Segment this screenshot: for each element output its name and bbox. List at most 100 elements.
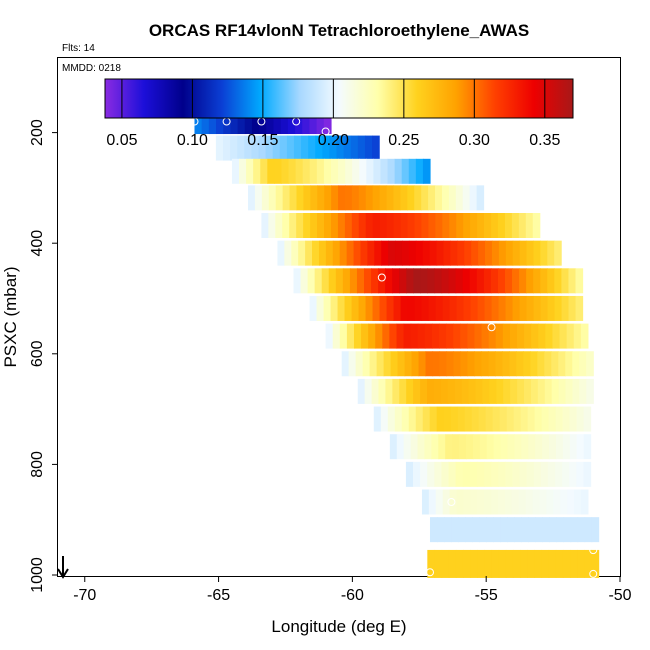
heatmap-cell bbox=[293, 135, 302, 161]
heatmap-cell bbox=[351, 213, 360, 239]
heatmap-cell bbox=[521, 434, 529, 460]
heatmap-cell bbox=[439, 323, 447, 349]
heatmap-cell bbox=[498, 549, 507, 578]
heatmap-cell bbox=[562, 434, 571, 460]
heatmap-cell bbox=[483, 268, 492, 294]
heatmap-cell bbox=[387, 158, 396, 184]
heatmap-cell bbox=[413, 378, 421, 404]
heatmap-cell bbox=[400, 295, 409, 321]
heatmap-cell bbox=[260, 158, 268, 184]
heatmap-cell bbox=[365, 213, 374, 239]
heatmap-cell bbox=[524, 323, 532, 349]
sample-point bbox=[487, 323, 496, 332]
heatmap-cell bbox=[567, 489, 575, 515]
heatmap-cell bbox=[465, 434, 474, 460]
heatmap-cell bbox=[485, 406, 494, 432]
heatmap-cell bbox=[346, 323, 355, 349]
heatmap-cell bbox=[427, 268, 436, 294]
heatmap-cell bbox=[421, 295, 430, 321]
heatmap-cell bbox=[467, 351, 476, 377]
heatmap-cell bbox=[505, 295, 514, 321]
heatmap-cell bbox=[532, 489, 541, 515]
heatmap-cell bbox=[215, 135, 224, 161]
heatmap-cell bbox=[289, 185, 298, 211]
heatmap-cell bbox=[433, 378, 442, 404]
heatmap-cell bbox=[491, 549, 500, 578]
heatmap-cell bbox=[443, 240, 452, 266]
heatmap-cell bbox=[572, 378, 580, 404]
heatmap-cell bbox=[448, 268, 457, 294]
heatmap-cell bbox=[399, 268, 407, 294]
heatmap-cell bbox=[569, 434, 578, 460]
heatmap-cell bbox=[469, 461, 478, 487]
heatmap-cell bbox=[239, 158, 247, 184]
heatmap-cell bbox=[268, 185, 277, 211]
heatmap-cell bbox=[407, 295, 416, 321]
heatmap-cell bbox=[406, 378, 414, 404]
heatmap-cell bbox=[386, 213, 395, 239]
flights-label: Flts: 14 bbox=[62, 43, 95, 54]
heatmap-cell bbox=[547, 461, 556, 487]
heatmap-cell bbox=[559, 323, 568, 349]
heatmap-cell bbox=[364, 135, 373, 161]
heatmap-cell bbox=[324, 213, 332, 239]
heatmap-cell bbox=[208, 109, 217, 135]
heatmap-cell bbox=[372, 213, 381, 239]
heatmap-cell bbox=[448, 461, 457, 487]
heatmap-cell bbox=[510, 378, 518, 404]
heatmap-cell bbox=[427, 461, 435, 487]
heatmap-cell bbox=[378, 378, 387, 404]
heatmap-cell bbox=[453, 323, 461, 349]
heatmap-cell bbox=[434, 549, 443, 578]
heatmap-cell bbox=[533, 240, 541, 266]
heatmap-cell bbox=[511, 213, 520, 239]
heatmap-cell bbox=[455, 268, 464, 294]
heatmap-cell bbox=[291, 240, 299, 266]
heatmap-cell bbox=[591, 517, 600, 543]
heatmap-cell bbox=[532, 213, 541, 239]
heatmap-cell bbox=[282, 185, 291, 211]
heatmap-cell bbox=[344, 295, 353, 321]
heatmap-cell bbox=[366, 158, 375, 184]
heatmap-cell bbox=[555, 461, 563, 487]
heatmap-cell bbox=[484, 489, 492, 515]
sample-point bbox=[447, 498, 456, 507]
heatmap-cell bbox=[424, 434, 432, 460]
heatmap-cell bbox=[332, 240, 341, 266]
heatmap-cell bbox=[474, 351, 483, 377]
heatmap-cell bbox=[481, 323, 490, 349]
colorbar-tick-label: 0.35 bbox=[529, 132, 560, 149]
heatmap-cell bbox=[435, 295, 444, 321]
heatmap-cell bbox=[390, 351, 399, 377]
heatmap-cell bbox=[358, 185, 367, 211]
heatmap-cell bbox=[353, 240, 362, 266]
heatmap-cell bbox=[540, 461, 549, 487]
heatmap-cell bbox=[448, 549, 457, 578]
heatmap-cell bbox=[504, 213, 513, 239]
heatmap-cell bbox=[254, 185, 263, 211]
heatmap-cell bbox=[441, 185, 450, 211]
heatmap-cell bbox=[474, 323, 483, 349]
heatmap-cell bbox=[372, 185, 381, 211]
heatmap-cell bbox=[491, 489, 499, 515]
heatmap-cell bbox=[514, 434, 522, 460]
y-tick-label: 600 bbox=[29, 340, 46, 367]
heatmap-cell bbox=[435, 213, 443, 239]
heatmap-cell bbox=[397, 351, 406, 377]
heatmap-cell bbox=[371, 268, 379, 294]
heatmap-cell bbox=[472, 517, 480, 543]
heatmap-cell bbox=[570, 517, 579, 543]
heatmap-cell bbox=[511, 489, 520, 515]
heatmap-cell bbox=[392, 268, 400, 294]
heatmap-cell bbox=[556, 517, 565, 543]
heatmap-cell bbox=[455, 461, 464, 487]
heatmap-cell bbox=[396, 323, 405, 349]
heatmap-cell bbox=[449, 295, 458, 321]
heatmap-cell bbox=[316, 295, 325, 321]
chart-title: ORCAS RF14vlonN Tetrachloroethylene_AWAS bbox=[149, 21, 529, 40]
heatmap-cell bbox=[360, 240, 368, 266]
heatmap-cell bbox=[525, 489, 534, 515]
heatmap-cell bbox=[337, 213, 346, 239]
heatmap-cell bbox=[540, 268, 548, 294]
heatmap-cell bbox=[548, 406, 557, 432]
